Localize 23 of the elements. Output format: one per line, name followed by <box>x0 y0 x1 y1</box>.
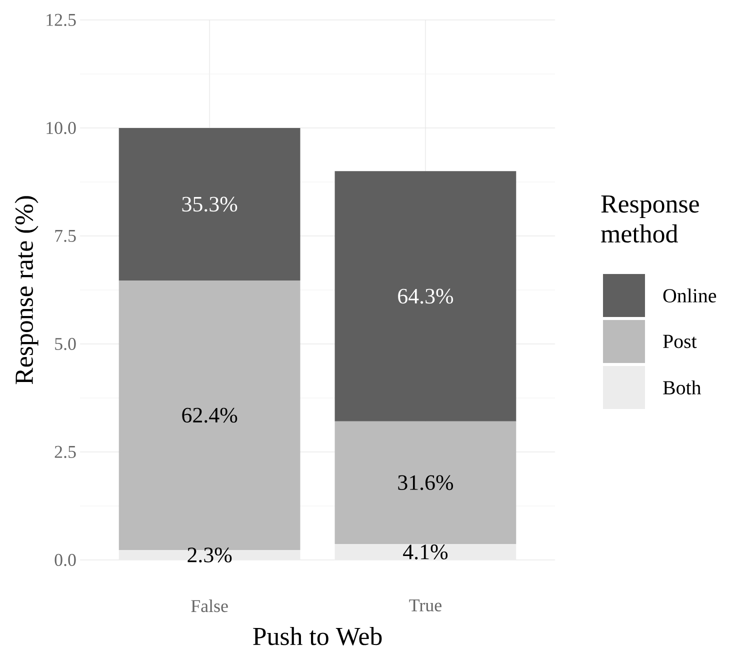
annotation: 2.3% <box>188 548 232 562</box>
annotation: 31.6% <box>398 475 454 490</box>
y-tick-label: 0.0 <box>54 554 76 566</box>
y-axis-title: Response rate (%) <box>14 196 38 384</box>
bar <box>334 171 516 422</box>
legend-label: Post <box>663 334 697 348</box>
legend-label: Both <box>663 380 702 394</box>
y-tick-label: 5.0 <box>55 338 76 350</box>
x-axis-title: Push to Web <box>253 626 382 646</box>
annotation: 62.4% <box>182 408 238 423</box>
annotation: 64.3% <box>398 288 454 304</box>
x-tick-label: False <box>191 599 228 612</box>
annotation: 35.3% <box>182 196 238 212</box>
y-tick-label: 2.5 <box>54 446 76 458</box>
y-tick-label: 7.5 <box>55 230 76 242</box>
bar <box>118 128 300 280</box>
y-tick-label: 10.0 <box>46 122 76 134</box>
legend-title: Response method <box>601 196 699 243</box>
legend-label: Online <box>663 288 716 302</box>
y-tick-label: 12.5 <box>46 14 76 26</box>
bar <box>334 421 516 544</box>
x-tick-label: True <box>409 600 442 612</box>
annotation: 4.1% <box>403 544 448 560</box>
